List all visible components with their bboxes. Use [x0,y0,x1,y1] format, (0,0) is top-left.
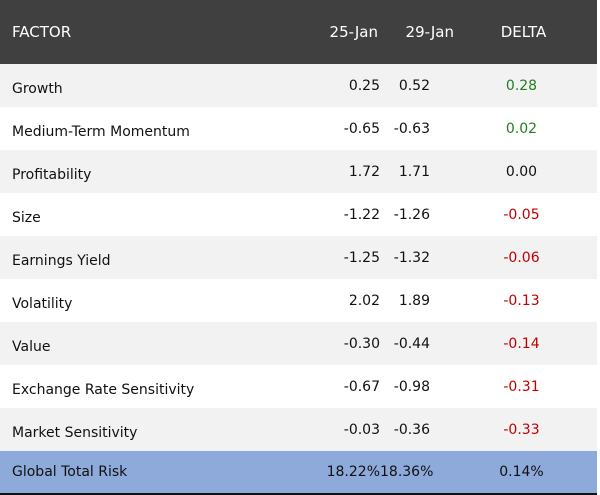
date-1-cell: -0.65 [343,120,380,137]
header-delta: DELTA [500,23,547,41]
date-2-cell: 1.89 [398,292,430,309]
factor-cell: Volatility [12,295,73,312]
table-header-row: FACTOR 25-Jan 29-Jan DELTA [0,0,597,64]
header-date-1: 25-Jan [329,23,378,41]
date-2-cell: -1.32 [393,249,430,266]
delta-cell: -0.05 [503,206,540,223]
delta-cell: 0.28 [505,77,538,94]
date-2-cell: -0.63 [393,120,430,137]
total-row: Global Total Risk 18.22% 18.36% 0.14% [0,451,597,495]
date-1-cell: 2.02 [348,292,380,309]
table-row: Market Sensitivity -0.03 -0.36 -0.33 [0,408,597,451]
factor-cell: Growth [12,80,63,97]
delta-cell: -0.31 [503,378,540,395]
factor-cell: Size [12,209,41,226]
date-2-cell: -1.26 [393,206,430,223]
header-date-2: 29-Jan [405,23,454,41]
factor-cell: Market Sensitivity [12,424,138,441]
total-delta: 0.14% [499,464,544,480]
date-1-cell: -1.22 [343,206,380,223]
factor-cell: Profitability [12,166,92,183]
table-row: Profitability 1.72 1.71 0.00 [0,150,597,193]
header-factor: FACTOR [12,23,72,41]
factor-cell: Earnings Yield [12,252,111,269]
date-1-cell: 0.25 [348,77,380,94]
table-row: Value -0.30 -0.44 -0.14 [0,322,597,365]
delta-cell: 0.00 [505,163,538,180]
date-2-cell: -0.44 [393,335,430,352]
factor-cell: Medium-Term Momentum [12,123,190,140]
date-2-cell: 1.71 [398,163,430,180]
date-2-cell: -0.98 [393,378,430,395]
delta-cell: 0.02 [505,120,538,137]
date-2-cell: 0.52 [398,77,430,94]
table-body: Growth 0.25 0.52 0.28 Medium-Term Momentum -0… [0,64,597,451]
total-date-1: 18.22% [326,464,380,480]
table-row: Volatility 2.02 1.89 -0.13 [0,279,597,322]
delta-cell: -0.06 [503,249,540,266]
table-row: Exchange Rate Sensitivity -0.67 -0.98 -0.31 [0,365,597,408]
total-date-2: 18.36% [380,464,434,480]
date-1-cell: 1.72 [348,163,380,180]
date-2-cell: -0.36 [393,421,430,438]
date-1-cell: -0.03 [343,421,380,438]
date-1-cell: -1.25 [343,249,380,266]
delta-cell: -0.14 [503,335,540,352]
table-row: Size -1.22 -1.26 -0.05 [0,193,597,236]
table-row: Growth 0.25 0.52 0.28 [0,64,597,107]
date-1-cell: -0.30 [343,335,380,352]
date-1-cell: -0.67 [343,378,380,395]
delta-cell: -0.33 [503,421,540,438]
factor-cell: Exchange Rate Sensitivity [12,381,195,398]
factor-cell: Value [12,338,51,355]
table-row: Medium-Term Momentum -0.65 -0.63 0.02 [0,107,597,150]
total-label: Global Total Risk [12,464,128,480]
delta-cell: -0.13 [503,292,540,309]
table-row: Earnings Yield -1.25 -1.32 -0.06 [0,236,597,279]
